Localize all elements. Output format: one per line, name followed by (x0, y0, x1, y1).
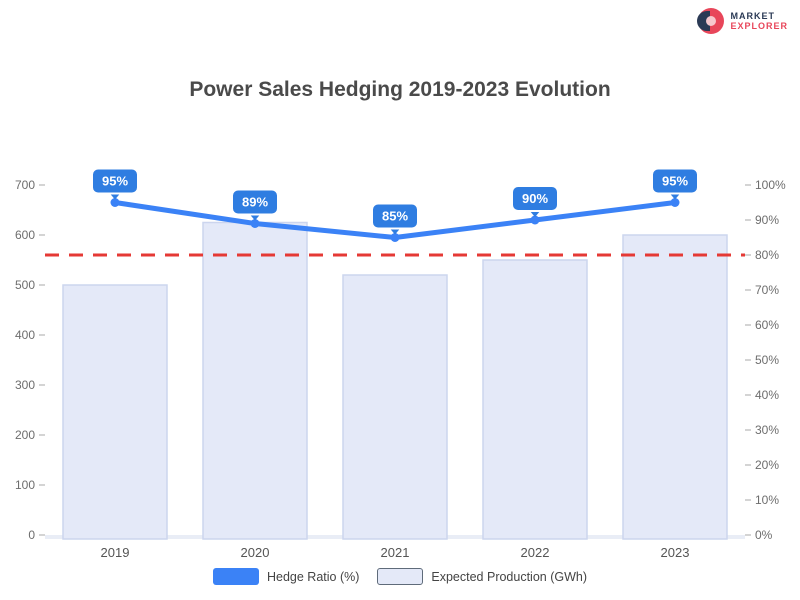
legend-item-hedge-ratio[interactable]: Hedge Ratio (%) (212, 568, 360, 585)
brand-logo-text: MARKET EXPLORER (730, 11, 788, 31)
brand-logo-line2: EXPLORER (730, 21, 788, 31)
legend-swatch-line (212, 568, 259, 585)
left-axis-label: 100 (15, 478, 35, 492)
point-label-text: 85% (382, 209, 408, 224)
left-axis-label: 400 (15, 328, 35, 342)
right-axis-label: 10% (755, 493, 779, 507)
point-label-box-2023[interactable] (651, 167, 699, 195)
right-axis-label: 30% (755, 423, 779, 437)
right-axis-label: 20% (755, 458, 779, 472)
line-point-2020[interactable] (250, 219, 260, 228)
left-axis-label: 700 (15, 178, 35, 192)
chart-legend: Hedge Ratio (%) Expected Production (GWh… (0, 568, 800, 585)
bar-2023[interactable] (622, 234, 728, 540)
right-axis-label: 60% (755, 318, 779, 332)
line-point-2019[interactable] (110, 198, 120, 207)
right-axis-label: 40% (755, 388, 779, 402)
right-axis-label: 50% (755, 353, 779, 367)
right-axis-label: 0% (755, 528, 773, 542)
right-axis-label: 80% (755, 248, 779, 262)
point-label-box-2020[interactable] (231, 188, 279, 216)
legend-item-production[interactable]: Expected Production (GWh) (377, 568, 587, 585)
legend-label-bar: Expected Production (GWh) (431, 569, 588, 584)
left-axis-label: 600 (15, 228, 35, 242)
point-label-box-2019[interactable] (91, 167, 139, 195)
left-axis-label: 300 (15, 378, 35, 392)
line-point-2022[interactable] (530, 215, 540, 225)
left-axis-label: 200 (15, 428, 35, 442)
point-label-text: 90% (522, 191, 548, 206)
left-axis-label: 500 (15, 278, 35, 292)
bar-2021[interactable] (342, 274, 448, 540)
point-label-box-2022[interactable] (511, 185, 559, 212)
left-axis-label: 0 (28, 528, 35, 542)
brand-logo-icon (697, 8, 725, 34)
line-point-2023[interactable] (670, 198, 680, 207)
bar-2022[interactable] (482, 259, 588, 540)
bar-2020[interactable] (202, 221, 308, 540)
right-axis-label: 70% (755, 283, 779, 297)
x-axis-label-2022: 2022 (521, 545, 550, 560)
x-axis-label-2019: 2019 (101, 545, 130, 560)
point-label-text: 95% (102, 174, 128, 189)
x-axis-label-2021: 2021 (381, 545, 410, 560)
bar-2019[interactable] (62, 284, 168, 540)
brand-logo-line1: MARKET (730, 11, 775, 21)
point-label-box-2021[interactable] (371, 202, 419, 230)
chart-title: Power Sales Hedging 2019-2023 Evolution (189, 78, 611, 101)
right-axis-label: 90% (755, 213, 779, 227)
legend-label-line: Hedge Ratio (%) (266, 569, 360, 584)
brand-logo: MARKET EXPLORER (697, 8, 788, 34)
legend-swatch-bar (377, 568, 424, 585)
x-axis-label-2020: 2020 (241, 545, 270, 560)
right-axis-label: 100% (755, 178, 786, 192)
x-axis-label-2023: 2023 (661, 545, 690, 560)
line-point-2021[interactable] (390, 233, 400, 242)
point-label-text: 89% (242, 195, 268, 210)
point-label-text: 95% (662, 174, 688, 189)
